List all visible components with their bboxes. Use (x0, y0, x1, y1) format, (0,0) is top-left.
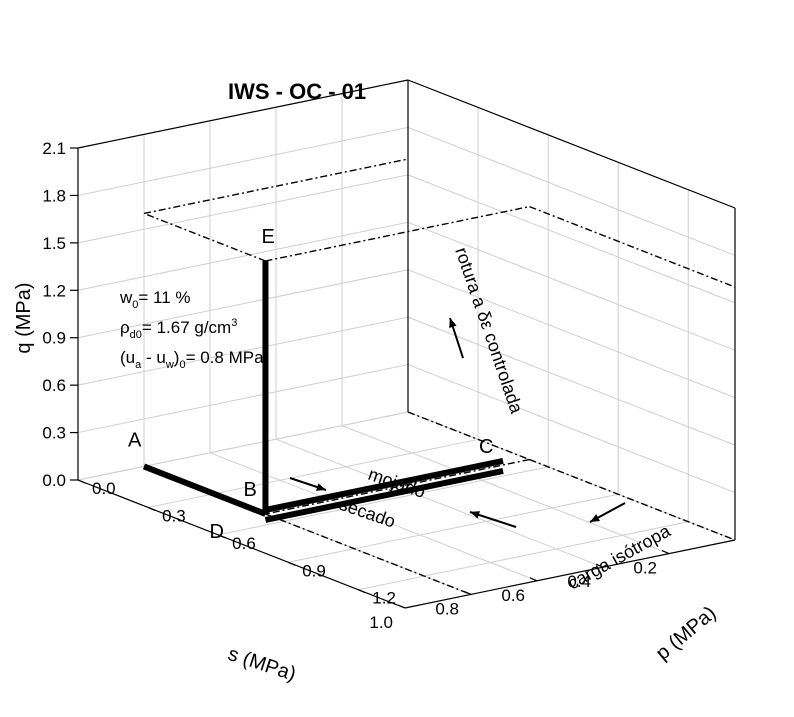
s-tick-label: 0.6 (501, 586, 525, 605)
q-tick-label: 0.3 (42, 424, 66, 443)
grid-layer (78, 80, 735, 608)
s-tick (530, 578, 537, 581)
projection-line (265, 207, 529, 261)
q-tick-label: 0.6 (42, 376, 66, 395)
stage-label-shearing: rotura a δε controlada (451, 245, 527, 417)
p-tick (78, 480, 85, 483)
projection-line (144, 213, 265, 261)
s-tick (398, 605, 405, 608)
projection-line (408, 412, 529, 460)
arrow-drying (290, 478, 326, 491)
s-tick-label: 1.0 (369, 613, 393, 632)
arrow-loading (590, 503, 625, 522)
s-tick (662, 551, 669, 554)
grid-line (408, 127, 735, 255)
projection-line (529, 207, 735, 287)
grid-line (408, 317, 735, 445)
point-label-B: B (243, 479, 256, 501)
stage-label-loading: carga isótropa (564, 520, 674, 593)
note-water-content: w0= 11 % (119, 288, 191, 311)
p-tick-label: 0.0 (92, 479, 116, 498)
p-tick-label: 0.3 (162, 506, 186, 525)
s-axis-title: s (MPa) (225, 643, 298, 686)
note-dry-density: ρd0= 1.67 g/cm3 (120, 317, 237, 341)
point-label-E: E (261, 226, 274, 248)
p-tick (358, 590, 365, 593)
q-tick-label: 2.1 (42, 139, 66, 158)
grid-line (408, 175, 735, 303)
arrow-head (449, 318, 456, 328)
s-tick-label: 0.8 (435, 599, 459, 618)
q-axis-title: q (MPa) (13, 282, 35, 353)
p-tick-label: 0.9 (302, 561, 326, 580)
q-tick-label: 0.9 (42, 329, 66, 348)
q-tick-label: 0.0 (42, 471, 66, 490)
p-tick-label: 1.2 (372, 589, 396, 608)
grid-line (408, 222, 735, 350)
q-tick-label: 1.5 (42, 234, 66, 253)
labels: 0.00.30.60.91.21.51.82.10.20.40.60.81.00… (13, 139, 720, 686)
p-axis-title: p (MPa) (652, 602, 721, 665)
q-tick-label: 1.8 (42, 186, 66, 205)
chart-title: IWS - OC - 01 (228, 79, 366, 104)
specimen-notes: w0= 11 % ρd0= 1.67 g/cm3 (ua - uw)0= 0.8… (119, 288, 264, 371)
s-tick-label: 0.2 (633, 559, 657, 578)
p-tick (148, 507, 155, 510)
p-tick-label: 0.6 (232, 534, 256, 553)
grid-line (408, 270, 735, 398)
point-label-D: D (209, 521, 223, 543)
axis-layer (70, 80, 735, 608)
box-edge (408, 80, 735, 208)
p-tick (288, 562, 295, 565)
point-label-C: C (479, 436, 493, 458)
grid-line (276, 439, 603, 567)
note-initial-suction: (ua - uw)0= 0.8 MPa (120, 348, 264, 371)
stress-path (144, 261, 503, 520)
arrow-head (316, 483, 326, 490)
q-tick-label: 1.2 (42, 281, 66, 300)
point-label-A: A (128, 429, 142, 451)
